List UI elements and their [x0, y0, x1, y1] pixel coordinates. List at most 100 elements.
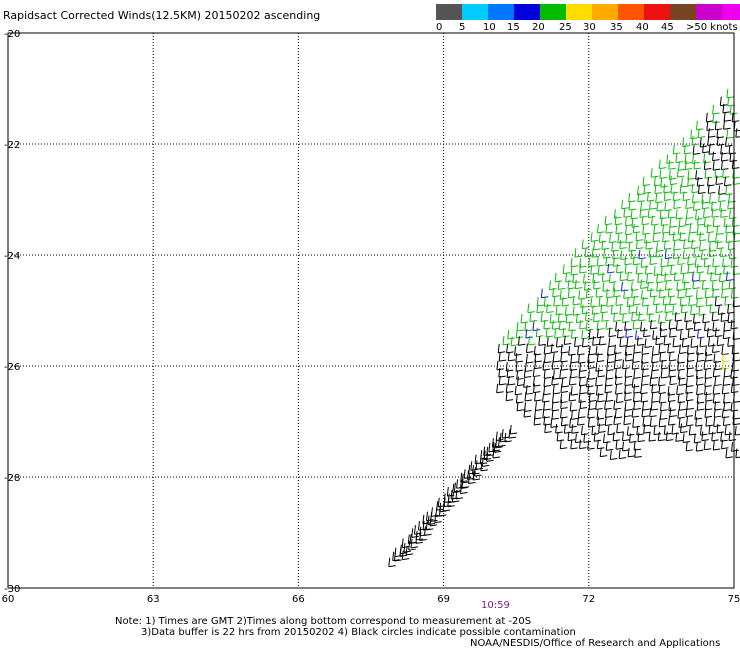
wind-barb [551, 360, 560, 370]
wind-barb [643, 327, 651, 338]
wind-barb [613, 400, 621, 410]
wind-barb [498, 375, 507, 386]
wind-barb [633, 400, 641, 410]
wind-barb [632, 223, 641, 234]
wind-barb [659, 169, 667, 179]
wind-barb [514, 346, 522, 356]
wind-barb [455, 489, 464, 500]
wind-barb [650, 168, 659, 178]
wind-barb [631, 378, 640, 388]
wind-barb [713, 353, 721, 363]
wind-barb [588, 329, 597, 340]
wind-barb [728, 249, 737, 260]
wind-barb [588, 400, 597, 411]
wind-barb [691, 135, 700, 146]
wind-barb [669, 218, 677, 228]
wind-barb [551, 410, 560, 420]
wind-barb [668, 170, 677, 180]
wind-barb [597, 392, 605, 403]
wind-barb [658, 394, 667, 404]
wind-barb [728, 144, 737, 155]
legend-swatch [566, 4, 592, 20]
wind-barb [659, 209, 668, 220]
wind-barb [730, 289, 739, 299]
wind-barb [721, 439, 729, 450]
wind-barb [714, 168, 723, 178]
y-tick-label: -20 [4, 29, 20, 40]
wind-barb [662, 232, 670, 243]
wind-barb [434, 513, 442, 524]
wind-barb [622, 359, 630, 370]
wind-barb [565, 313, 574, 324]
wind-barb [587, 409, 595, 419]
wind-barb [707, 233, 716, 243]
wind-barb [722, 103, 730, 114]
wind-barb [677, 225, 686, 235]
wind-barb [704, 169, 713, 179]
wind-barb [583, 281, 592, 291]
wind-barb [631, 218, 640, 228]
wind-barb [672, 144, 681, 155]
legend-label: 20 [532, 22, 545, 33]
wind-barb [662, 295, 671, 306]
wind-barb [607, 263, 615, 274]
wind-barb [633, 344, 641, 354]
wind-barb [667, 287, 676, 298]
wind-barb [625, 328, 633, 338]
wind-barb [709, 194, 717, 204]
wind-barb [663, 335, 672, 346]
wind-barb [716, 239, 725, 250]
legend-label: 5 [459, 22, 466, 33]
wind-barb [655, 193, 663, 204]
wind-barb [685, 377, 694, 388]
wind-barb [590, 232, 599, 242]
wind-barb [701, 280, 710, 290]
wind-barb [621, 199, 629, 210]
wind-barb [728, 431, 737, 442]
wind-barb [735, 128, 740, 138]
wind-barb [507, 375, 516, 386]
wind-barb [593, 279, 601, 290]
wind-barb [698, 306, 706, 316]
wind-barb [636, 425, 644, 436]
wind-barb [672, 191, 681, 202]
wind-barb [695, 417, 703, 427]
wind-barb [620, 250, 628, 260]
wind-barb [523, 408, 532, 418]
wind-barb [667, 209, 676, 219]
wind-barb [704, 408, 713, 418]
wind-barb [675, 432, 683, 442]
wind-barb [577, 408, 586, 419]
wind-barb [705, 296, 714, 307]
wind-barb [683, 144, 692, 155]
wind-barb [706, 121, 714, 131]
wind-barb [595, 362, 603, 372]
wind-barb [694, 410, 702, 420]
wind-barb [721, 280, 729, 291]
wind-barb [425, 520, 434, 531]
wind-barb [579, 362, 587, 372]
wind-barb [388, 557, 396, 568]
wind-barb [623, 208, 631, 218]
legend-label: 45 [661, 22, 674, 33]
wind-barb [524, 321, 532, 332]
wind-barb [701, 199, 710, 210]
wind-barb [701, 431, 709, 442]
wind-barb [585, 321, 594, 331]
wind-barb [640, 289, 649, 300]
wind-barb [601, 240, 609, 250]
wind-barb [692, 279, 700, 290]
wind-barb [605, 256, 613, 267]
wind-barb [528, 335, 536, 346]
wind-barb [685, 407, 694, 418]
wind-barb [635, 231, 644, 242]
wind-barb [538, 336, 546, 346]
wind-barb [706, 327, 715, 338]
wind-barb [543, 401, 551, 411]
wind-barb [611, 242, 619, 252]
wind-barb [601, 312, 609, 322]
wind-barb [623, 289, 631, 299]
wind-barb [609, 450, 618, 460]
wind-barb [687, 328, 696, 338]
wind-barb [624, 225, 633, 236]
